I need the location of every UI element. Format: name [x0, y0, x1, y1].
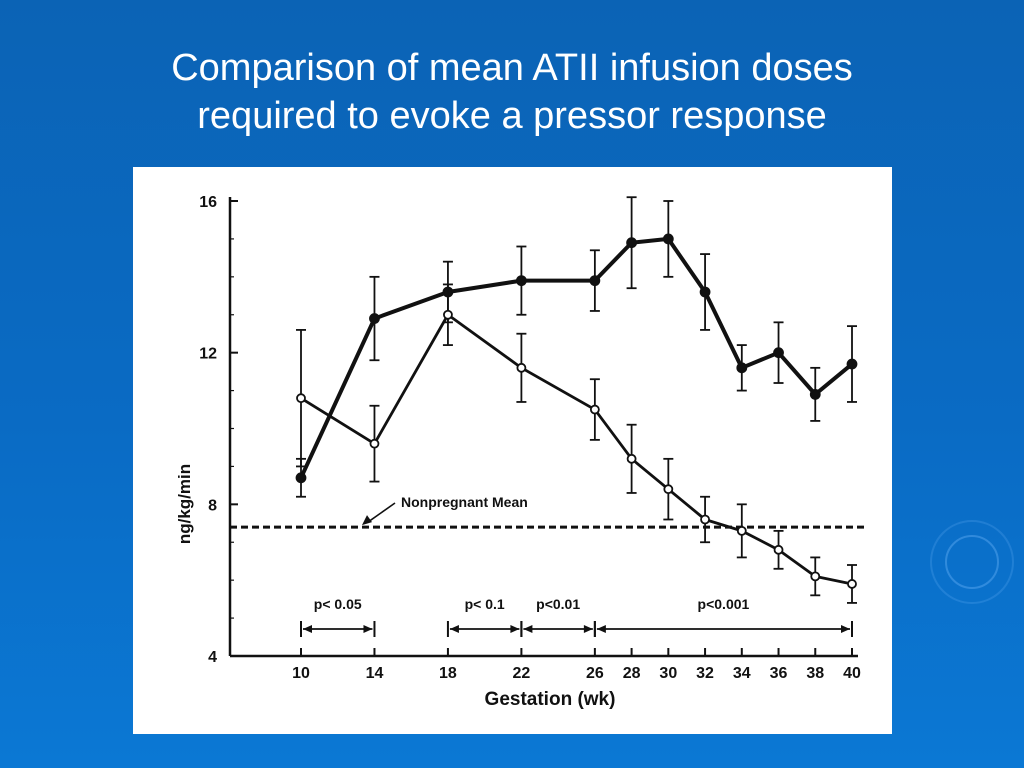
- bracket-arrowhead: [523, 625, 533, 633]
- x-tick-label: 30: [659, 665, 677, 682]
- series-line: [300, 313, 853, 586]
- data-point-open: [847, 579, 857, 589]
- data-point-open: [516, 362, 527, 373]
- bracket-arrowhead: [510, 625, 520, 633]
- title-line-2: required to evoke a pressor response: [197, 95, 827, 137]
- y-tick-label: 12: [199, 346, 217, 363]
- ripple-decoration: [930, 520, 1014, 604]
- x-tick-label: 18: [439, 665, 457, 682]
- x-tick-label: 26: [586, 665, 604, 682]
- y-tick-label: 8: [208, 497, 217, 514]
- x-tick-label: 38: [806, 665, 824, 682]
- y-tick-label: 16: [199, 194, 217, 211]
- x-tick-label: 10: [292, 665, 310, 682]
- chart-panel: ng/kg/min Gestation (wk) Nonpregnant Mea…: [133, 167, 892, 734]
- title-line-1: Comparison of mean ATII infusion doses: [171, 47, 853, 89]
- x-tick-label: 28: [623, 665, 641, 682]
- reference-arrow: [367, 502, 396, 523]
- data-point-open: [700, 514, 710, 525]
- significance-label: p<0.01: [536, 596, 580, 612]
- chart-svg: ng/kg/min Gestation (wk) Nonpregnant Mea…: [175, 194, 866, 710]
- data-point-filled: [736, 362, 748, 374]
- data-point-open: [589, 404, 600, 415]
- slide-title: Comparison of mean ATII infusion doses r…: [60, 44, 964, 140]
- data-point-open: [443, 309, 453, 320]
- data-point-open: [810, 571, 821, 582]
- bracket-arrowhead: [303, 625, 312, 633]
- y-axis-label: ng/kg/min: [175, 464, 194, 544]
- data-point-filled: [369, 313, 380, 324]
- data-point-filled: [626, 237, 638, 249]
- bracket-arrowhead: [596, 625, 606, 633]
- data-point-filled: [846, 358, 858, 370]
- bracket-arrowhead: [449, 625, 459, 633]
- x-tick-label: 36: [770, 665, 788, 682]
- data-point-filled: [295, 472, 307, 484]
- significance-label: p<0.001: [698, 596, 750, 612]
- series-line: [299, 236, 854, 479]
- reference-arrowhead: [362, 515, 372, 526]
- bracket-arrowhead: [583, 625, 593, 633]
- significance-label: p< 0.1: [465, 596, 505, 612]
- data-point-open: [663, 484, 674, 495]
- y-tick-label: 4: [208, 649, 217, 666]
- bracket-arrowhead: [841, 625, 850, 633]
- data-point-filled: [589, 275, 601, 287]
- data-point-filled: [699, 286, 711, 298]
- x-tick-label: 22: [513, 665, 531, 682]
- x-axis-label: Gestation (wk): [485, 689, 616, 710]
- x-tick-label: 40: [843, 665, 861, 682]
- data-point-filled: [809, 388, 821, 400]
- x-tick-label: 32: [696, 665, 714, 682]
- data-point-filled: [773, 347, 784, 359]
- data-point-open: [296, 393, 306, 404]
- reference-line-label: Nonpregnant Mean: [401, 494, 528, 510]
- bracket-arrowhead: [363, 625, 373, 633]
- data-point-open: [773, 544, 784, 555]
- data-point-filled: [662, 233, 674, 245]
- significance-label: p< 0.05: [314, 596, 362, 612]
- x-tick-label: 34: [733, 665, 751, 682]
- data-point-open: [736, 525, 747, 536]
- data-point-filled: [515, 275, 527, 287]
- x-tick-label: 14: [366, 665, 384, 682]
- data-point-open: [626, 453, 637, 464]
- data-point-open: [369, 438, 380, 449]
